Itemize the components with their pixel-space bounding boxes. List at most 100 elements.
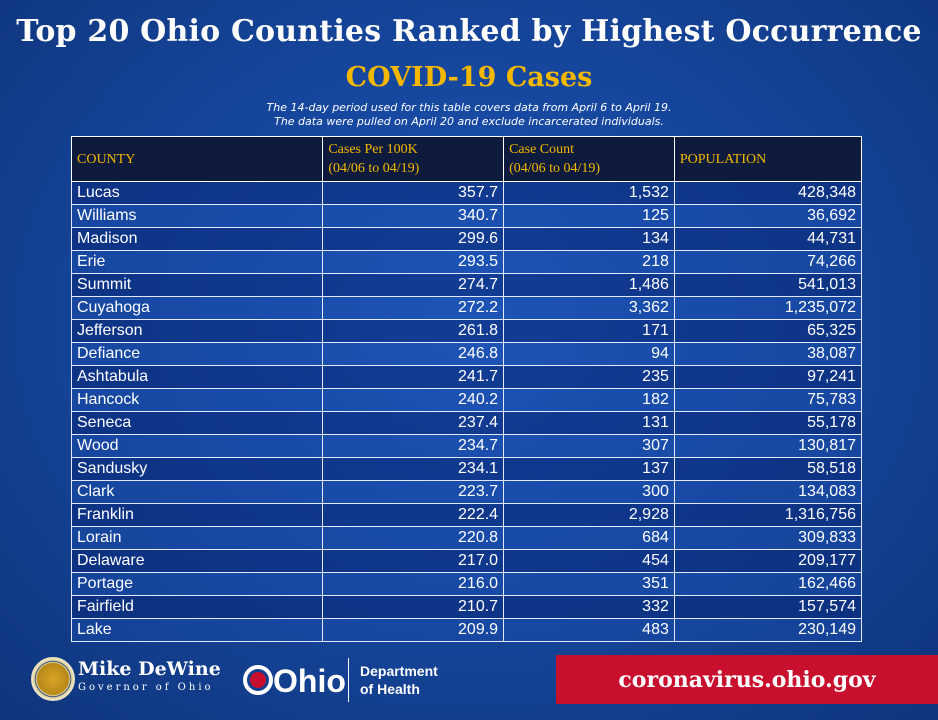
table-row: Lucas 357.7 1,532 428,348 xyxy=(70,181,863,205)
cell-cases-per-100k: 299.6 xyxy=(322,227,505,251)
cell-cases-per-100k: 216.0 xyxy=(322,572,505,596)
cell-cases-per-100k: 340.7 xyxy=(322,204,505,228)
cell-cases-per-100k: 357.7 xyxy=(322,181,505,205)
table-row: Portage 216.0 351 162,466 xyxy=(70,572,863,596)
cell-population: 157,574 xyxy=(673,595,863,619)
ohio-logo-ring-icon xyxy=(243,665,273,695)
header-population: POPULATION xyxy=(673,136,863,182)
table-row: Erie 293.5 218 74,266 xyxy=(70,250,863,274)
table-row: Franklin 222.4 2,928 1,316,756 xyxy=(70,503,863,527)
cell-population: 1,235,072 xyxy=(673,296,863,320)
table-row: Lorain 220.8 684 309,833 xyxy=(70,526,863,550)
cell-case-count: 684 xyxy=(503,526,675,550)
cell-cases-per-100k: 261.8 xyxy=(322,319,505,343)
header-county-label: COUNTY xyxy=(77,151,136,167)
table-row: Summit 274.7 1,486 541,013 xyxy=(70,273,863,297)
cell-cases-per-100k: 246.8 xyxy=(322,342,505,366)
cell-case-count: 235 xyxy=(503,365,675,389)
website-url[interactable]: coronavirus.ohio.gov xyxy=(618,666,876,693)
cell-case-count: 2,928 xyxy=(503,503,675,527)
cell-cases-per-100k: 209.9 xyxy=(322,618,505,642)
note-line-2: The data were pulled on April 20 and exc… xyxy=(274,115,664,128)
cell-cases-per-100k: 222.4 xyxy=(322,503,505,527)
header-case-count: Case Count (04/06 to 04/19) xyxy=(503,136,675,182)
table-row: Hancock 240.2 182 75,783 xyxy=(70,388,863,412)
footer-divider xyxy=(348,658,349,702)
governor-title: Governor of Ohio xyxy=(78,682,214,693)
header-cases-per-100k: Cases Per 100K (04/06 to 04/19) xyxy=(322,136,505,182)
cell-county: Portage xyxy=(70,572,324,596)
table-row: Cuyahoga 272.2 3,362 1,235,072 xyxy=(70,296,863,320)
cell-population: 74,266 xyxy=(673,250,863,274)
ohio-seal-icon xyxy=(31,657,75,701)
table-row: Fairfield 210.7 332 157,574 xyxy=(70,595,863,619)
cell-county: Fairfield xyxy=(70,595,324,619)
cell-cases-per-100k: 241.7 xyxy=(322,365,505,389)
cell-population: 58,518 xyxy=(673,457,863,481)
cell-cases-per-100k: 272.2 xyxy=(322,296,505,320)
cell-population: 541,013 xyxy=(673,273,863,297)
cell-cases-per-100k: 274.7 xyxy=(322,273,505,297)
cell-cases-per-100k: 210.7 xyxy=(322,595,505,619)
cell-case-count: 182 xyxy=(503,388,675,412)
header-case-count-period: (04/06 to 04/19) xyxy=(509,161,601,176)
table-row: Wood 234.7 307 130,817 xyxy=(70,434,863,458)
cell-cases-per-100k: 217.0 xyxy=(322,549,505,573)
cell-case-count: 218 xyxy=(503,250,675,274)
cell-case-count: 300 xyxy=(503,480,675,504)
cell-population: 38,087 xyxy=(673,342,863,366)
cell-case-count: 351 xyxy=(503,572,675,596)
cell-county: Ashtabula xyxy=(70,365,324,389)
cell-case-count: 125 xyxy=(503,204,675,228)
page-title: Top 20 Ohio Counties Ranked by Highest O… xyxy=(16,14,922,49)
cell-population: 55,178 xyxy=(673,411,863,435)
cell-county: Clark xyxy=(70,480,324,504)
ohio-logo: Ohio xyxy=(243,663,346,699)
table-row: Sandusky 234.1 137 58,518 xyxy=(70,457,863,481)
cell-population: 36,692 xyxy=(673,204,863,228)
cell-cases-per-100k: 234.7 xyxy=(322,434,505,458)
header-population-label: POPULATION xyxy=(679,151,767,167)
cell-case-count: 307 xyxy=(503,434,675,458)
cell-county: Wood xyxy=(70,434,324,458)
table-header-row: COUNTY Cases Per 100K (04/06 to 04/19) C… xyxy=(70,136,863,182)
department-line-1: Department xyxy=(360,663,438,679)
page-subtitle: COVID-19 Cases xyxy=(345,62,593,93)
cell-county: Hancock xyxy=(70,388,324,412)
table-row: Lake 209.9 483 230,149 xyxy=(70,618,863,642)
cell-county: Erie xyxy=(70,250,324,274)
cell-case-count: 1,532 xyxy=(503,181,675,205)
governor-name: Mike DeWine xyxy=(78,658,221,680)
ohio-logo-red-dot-icon xyxy=(250,672,266,688)
cell-population: 75,783 xyxy=(673,388,863,412)
cell-county: Delaware xyxy=(70,549,324,573)
website-banner[interactable]: coronavirus.ohio.gov xyxy=(556,655,938,704)
cell-county: Williams xyxy=(70,204,324,228)
cell-population: 162,466 xyxy=(673,572,863,596)
cell-county: Franklin xyxy=(70,503,324,527)
table-row: Defiance 246.8 94 38,087 xyxy=(70,342,863,366)
table-row: Williams 340.7 125 36,692 xyxy=(70,204,863,228)
cell-case-count: 171 xyxy=(503,319,675,343)
header-cases-per-100k-label: Cases Per 100K xyxy=(328,142,418,157)
cell-case-count: 131 xyxy=(503,411,675,435)
table-row: Jefferson 261.8 171 65,325 xyxy=(70,319,863,343)
cell-cases-per-100k: 237.4 xyxy=(322,411,505,435)
cell-county: Lorain xyxy=(70,526,324,550)
cell-cases-per-100k: 240.2 xyxy=(322,388,505,412)
cell-county: Defiance xyxy=(70,342,324,366)
cell-case-count: 1,486 xyxy=(503,273,675,297)
cell-cases-per-100k: 223.7 xyxy=(322,480,505,504)
table-row: Ashtabula 241.7 235 97,241 xyxy=(70,365,863,389)
cell-case-count: 3,362 xyxy=(503,296,675,320)
county-table: COUNTY Cases Per 100K (04/06 to 04/19) C… xyxy=(70,136,863,642)
header-cases-per-100k-period: (04/06 to 04/19) xyxy=(328,161,420,176)
cell-case-count: 332 xyxy=(503,595,675,619)
header-case-count-label: Case Count xyxy=(509,142,575,157)
table-row: Delaware 217.0 454 209,177 xyxy=(70,549,863,573)
cell-case-count: 94 xyxy=(503,342,675,366)
cell-county: Summit xyxy=(70,273,324,297)
table-row: Madison 299.6 134 44,731 xyxy=(70,227,863,251)
cell-population: 65,325 xyxy=(673,319,863,343)
table-row: Seneca 237.4 131 55,178 xyxy=(70,411,863,435)
